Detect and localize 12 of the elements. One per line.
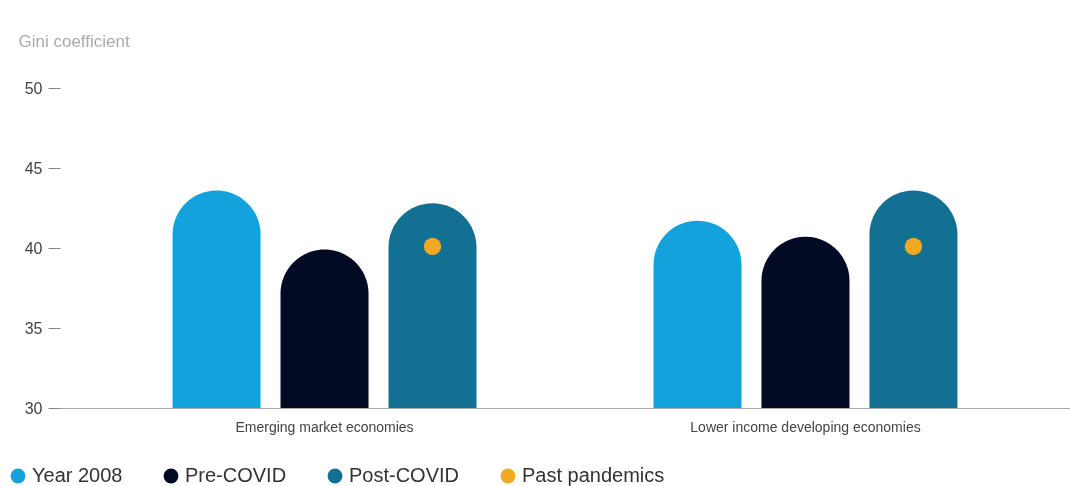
x-tick-label: Emerging market economies [235, 418, 414, 435]
y-axis-title: Gini coefficient [18, 31, 130, 51]
x-tick-label: Lower income developing economies [690, 418, 921, 435]
y-tick-label: 35 [24, 319, 43, 337]
y-tick-label: 30 [24, 399, 43, 417]
legend-label: Year 2008 [32, 464, 123, 486]
y-tick-label: 40 [24, 239, 43, 257]
y-tick-label: 50 [24, 79, 43, 97]
legend-label: Pre-COVID [185, 464, 287, 486]
y-tick-label: 45 [24, 159, 43, 177]
legend-label: Past pandemics [522, 464, 665, 486]
legend-label: Post-COVID [349, 464, 460, 486]
